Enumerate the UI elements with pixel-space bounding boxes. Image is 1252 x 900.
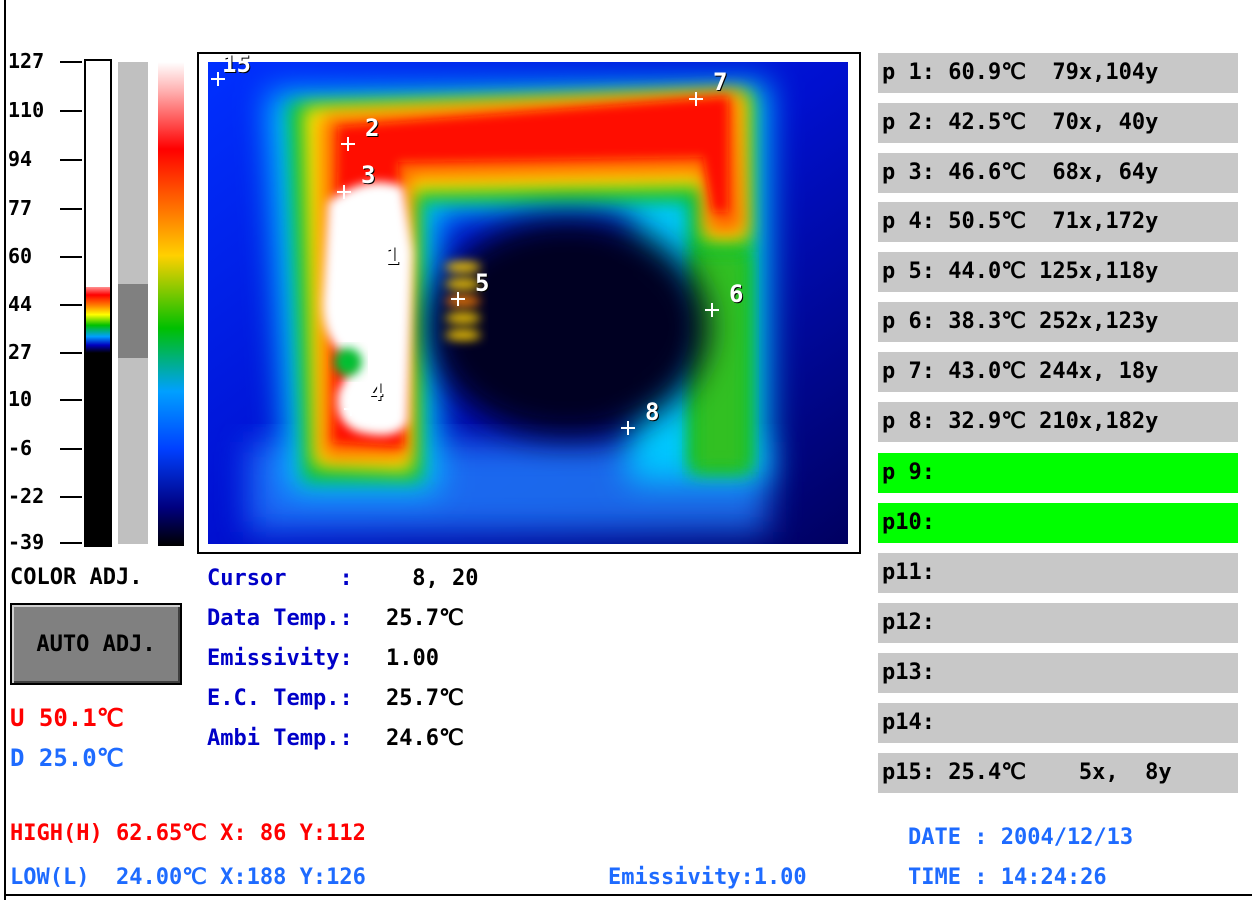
point-number: 1 bbox=[385, 242, 400, 270]
auto-adj-button[interactable]: AUTO ADJ. bbox=[10, 603, 182, 685]
ec-temp-label: E.C. Temp.: bbox=[207, 686, 353, 711]
scale-tick-mark bbox=[60, 496, 82, 498]
scale-tick-label: -22 bbox=[8, 484, 45, 508]
range-slider-track[interactable] bbox=[118, 62, 148, 544]
scale-tick-label: 27 bbox=[8, 340, 33, 364]
time-readout: TIME : 14:24:26 bbox=[908, 865, 1107, 890]
scale-tick-mark bbox=[60, 448, 82, 450]
range-slider-handle[interactable] bbox=[118, 284, 148, 358]
scale-tick: 10 bbox=[8, 387, 82, 411]
left-border-line bbox=[4, 0, 6, 900]
scale-tick-mark bbox=[60, 352, 82, 354]
data-temp-label: Data Temp.: bbox=[207, 606, 353, 631]
point-row-15[interactable]: p15: 25.4℃ 5x, 8y bbox=[878, 753, 1238, 793]
cursor-label: Cursor : bbox=[207, 566, 353, 591]
scale-tick-label: 10 bbox=[8, 387, 33, 411]
color-adj-label: COLOR ADJ. bbox=[10, 565, 143, 590]
scale-tick: -22 bbox=[8, 484, 82, 508]
scale-tick-mark bbox=[60, 110, 82, 112]
point-row-6[interactable]: p 6: 38.3℃ 252x,123y bbox=[878, 302, 1238, 342]
date-readout: DATE : 2004/12/13 bbox=[908, 825, 1134, 850]
active-range-colors bbox=[86, 287, 110, 353]
emissivity-label: Emissivity: bbox=[207, 646, 353, 671]
point-row-3[interactable]: p 3: 46.6℃ 68x, 64y bbox=[878, 153, 1238, 193]
point-number: 15 bbox=[222, 50, 251, 78]
scale-tick-label: 44 bbox=[8, 292, 33, 316]
point-row-2[interactable]: p 2: 42.5℃ 70x, 40y bbox=[878, 103, 1238, 143]
high-temp-readout: HIGH(H) 62.65℃ X: 86 Y:112 bbox=[10, 821, 366, 846]
point-marker bbox=[705, 303, 719, 317]
point-row-1[interactable]: p 1: 60.9℃ 79x,104y bbox=[878, 53, 1238, 93]
emissivity-value: 1.00 bbox=[386, 646, 439, 671]
footer-emissivity: Emissivity:1.00 bbox=[608, 865, 807, 890]
point-number: 6 bbox=[729, 280, 744, 308]
scale-tick-label: 60 bbox=[8, 244, 33, 268]
point-row-10[interactable]: p10: bbox=[878, 503, 1238, 543]
upper-limit-value: U 50.1℃ bbox=[10, 704, 124, 732]
point-row-7[interactable]: p 7: 43.0℃ 244x, 18y bbox=[878, 352, 1238, 392]
scale-tick-label: 77 bbox=[8, 196, 33, 220]
scale-tick-label: 127 bbox=[8, 49, 45, 73]
scale-tick-mark bbox=[60, 208, 82, 210]
low-temp-readout: LOW(L) 24.00℃ X:188 Y:126 bbox=[10, 865, 366, 890]
ambi-temp-value: 24.6℃ bbox=[386, 726, 464, 751]
active-range-bar bbox=[84, 59, 112, 547]
point-marker bbox=[211, 72, 225, 86]
point-number: 2 bbox=[365, 114, 380, 142]
scale-tick: 60 bbox=[8, 244, 82, 268]
point-row-14[interactable]: p14: bbox=[878, 703, 1238, 743]
scale-tick-label: 110 bbox=[8, 98, 45, 122]
point-row-13[interactable]: p13: bbox=[878, 653, 1238, 693]
scale-tick: -6 bbox=[8, 436, 82, 460]
scale-tick: 110 bbox=[8, 98, 82, 122]
color-palette-bar bbox=[158, 62, 184, 546]
scale-tick: -39 bbox=[8, 530, 82, 554]
scale-tick: 94 bbox=[8, 147, 82, 171]
point-marker bbox=[689, 92, 703, 106]
scale-tick: 127 bbox=[8, 49, 82, 73]
point-number: 3 bbox=[361, 161, 376, 189]
point-marker bbox=[337, 185, 351, 199]
scale-tick: 77 bbox=[8, 196, 82, 220]
active-range-below bbox=[86, 353, 110, 545]
point-row-5[interactable]: p 5: 44.0℃ 125x,118y bbox=[878, 252, 1238, 292]
point-row-8[interactable]: p 8: 32.9℃ 210x,182y bbox=[878, 402, 1238, 442]
point-number: 4 bbox=[369, 378, 384, 406]
point-marker bbox=[621, 421, 635, 435]
ec-temp-value: 25.7℃ bbox=[386, 686, 464, 711]
scale-tick-mark bbox=[60, 399, 82, 401]
ambi-temp-label: Ambi Temp.: bbox=[207, 726, 353, 751]
point-marker bbox=[341, 137, 355, 151]
scale-tick: 27 bbox=[8, 340, 82, 364]
point-marker bbox=[344, 402, 358, 416]
scale-tick: 44 bbox=[8, 292, 82, 316]
point-number: 5 bbox=[475, 269, 490, 297]
scale-tick-mark bbox=[60, 542, 82, 544]
lower-limit-value: D 25.0℃ bbox=[10, 744, 124, 772]
scale-tick-mark bbox=[60, 256, 82, 258]
scale-tick-mark bbox=[60, 304, 82, 306]
point-marker bbox=[361, 266, 375, 280]
scale-tick-label: -6 bbox=[8, 436, 33, 460]
cursor-value: 8, 20 bbox=[399, 566, 479, 591]
point-row-11[interactable]: p11: bbox=[878, 553, 1238, 593]
scale-tick-mark bbox=[60, 159, 82, 161]
scale-tick-label: -39 bbox=[8, 530, 45, 554]
scale-tick-mark bbox=[60, 61, 82, 63]
point-number: 8 bbox=[645, 398, 660, 426]
point-number: 7 bbox=[713, 68, 728, 96]
point-row-9[interactable]: p 9: bbox=[878, 453, 1238, 493]
bottom-border-line bbox=[4, 894, 1252, 896]
scale-tick-label: 94 bbox=[8, 147, 33, 171]
point-marker bbox=[451, 292, 465, 306]
thermal-image[interactable] bbox=[208, 62, 848, 544]
point-row-12[interactable]: p12: bbox=[878, 603, 1238, 643]
point-row-4[interactable]: p 4: 50.5℃ 71x,172y bbox=[878, 202, 1238, 242]
data-temp-value: 25.7℃ bbox=[386, 606, 464, 631]
